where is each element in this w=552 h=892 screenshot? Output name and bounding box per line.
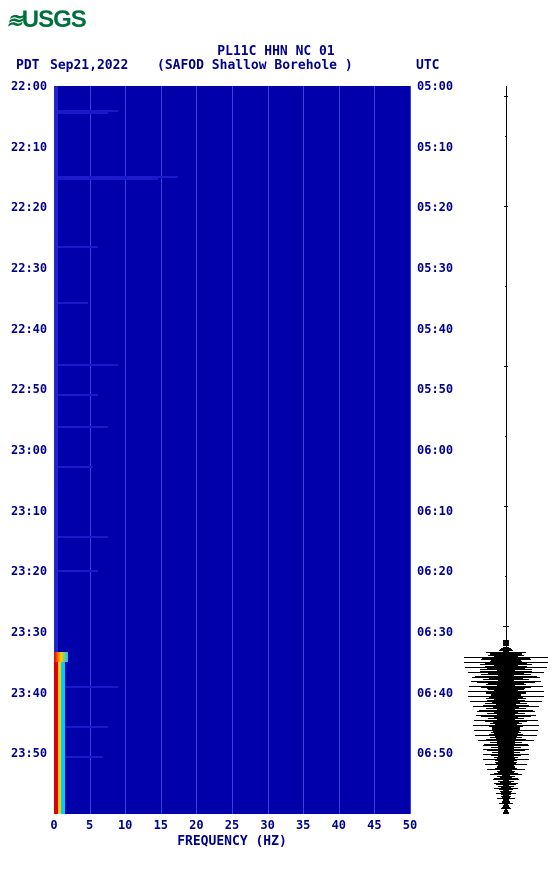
utc-time-label: 06:00	[417, 443, 453, 457]
spectrogram-event-onset	[54, 652, 68, 662]
gridline	[339, 86, 340, 814]
utc-time-label: 06:50	[417, 746, 453, 760]
spectrogram-streak	[58, 394, 98, 396]
x-tick-label: 10	[118, 818, 132, 832]
spectrogram-streak	[58, 112, 108, 114]
waveform-spike	[505, 576, 507, 577]
x-tick-label: 0	[50, 818, 57, 832]
pdt-time-label: 23:10	[11, 504, 47, 518]
gridline	[161, 86, 162, 814]
x-tick-label: 40	[332, 818, 346, 832]
pdt-time-label: 22:30	[11, 261, 47, 275]
waveform-spike	[504, 366, 508, 367]
spectrogram-streak	[58, 570, 98, 572]
x-tick-label: 25	[225, 818, 239, 832]
spectrogram-streak	[58, 178, 158, 180]
pdt-time-label: 22:20	[11, 200, 47, 214]
gridline	[410, 86, 411, 814]
waveform-event-bar	[503, 813, 509, 814]
pdt-time-label: 23:00	[11, 443, 47, 457]
usgs-logo: ≋USGS	[8, 6, 86, 34]
gridline	[90, 86, 91, 814]
utc-time-label: 05:00	[417, 79, 453, 93]
waveform-spike	[504, 506, 508, 507]
spectrogram-streak	[58, 466, 93, 468]
utc-time-label: 05:10	[417, 140, 453, 154]
utc-time-label: 05:40	[417, 322, 453, 336]
gridline	[374, 86, 375, 814]
utc-time-label: 05:50	[417, 382, 453, 396]
waveform-plot	[466, 86, 546, 814]
x-tick-label: 30	[260, 818, 274, 832]
pdt-time-label: 23:30	[11, 625, 47, 639]
spectrogram-streak	[58, 726, 108, 728]
utc-time-label: 06:20	[417, 564, 453, 578]
spectrogram-plot	[54, 86, 410, 814]
pdt-time-label: 22:40	[11, 322, 47, 336]
pdt-time-label: 23:20	[11, 564, 47, 578]
utc-time-label: 06:40	[417, 686, 453, 700]
pdt-header-label: PDT	[16, 58, 39, 73]
gridline	[232, 86, 233, 814]
spectrogram-streak	[58, 302, 88, 304]
utc-time-label: 06:10	[417, 504, 453, 518]
waveform-spike	[504, 96, 508, 97]
spectrogram-streak	[58, 686, 118, 688]
gridline	[303, 86, 304, 814]
spectrogram-streak	[58, 536, 108, 538]
pdt-time-label: 22:10	[11, 140, 47, 154]
pdt-time-label: 23:40	[11, 686, 47, 700]
waveform-onset-marker	[503, 640, 509, 646]
waveform-spike	[505, 136, 507, 137]
waveform-spike	[505, 286, 507, 287]
pdt-time-label: 22:00	[11, 79, 47, 93]
x-tick-label: 45	[367, 818, 381, 832]
gridline	[268, 86, 269, 814]
waveform-spike	[505, 436, 507, 437]
pdt-time-label: 22:50	[11, 382, 47, 396]
utc-time-label: 05:20	[417, 200, 453, 214]
pdt-time-label: 23:50	[11, 746, 47, 760]
gridline	[196, 86, 197, 814]
spectrogram-streak	[58, 426, 108, 428]
chart-title: PL11C HHN NC 01	[0, 44, 552, 59]
utc-time-label: 06:30	[417, 625, 453, 639]
waveform-spike	[503, 626, 509, 627]
station-label: (SAFOD Shallow Borehole )	[157, 58, 353, 73]
x-tick-label: 5	[86, 818, 93, 832]
spectrogram-streak	[58, 364, 118, 366]
logo-text: USGS	[22, 6, 86, 33]
gridline	[125, 86, 126, 814]
utc-time-label: 05:30	[417, 261, 453, 275]
x-tick-label: 20	[189, 818, 203, 832]
date-label: Sep21,2022	[50, 58, 128, 73]
x-tick-label: 15	[154, 818, 168, 832]
spectrogram-streak	[58, 246, 98, 248]
utc-header-label: UTC	[416, 58, 439, 73]
x-tick-label: 50	[403, 818, 417, 832]
waveform-spike	[504, 206, 508, 207]
spectrogram-event-band	[61, 658, 65, 814]
x-tick-label: 35	[296, 818, 310, 832]
x-axis-label: FREQUENCY (HZ)	[0, 834, 464, 849]
